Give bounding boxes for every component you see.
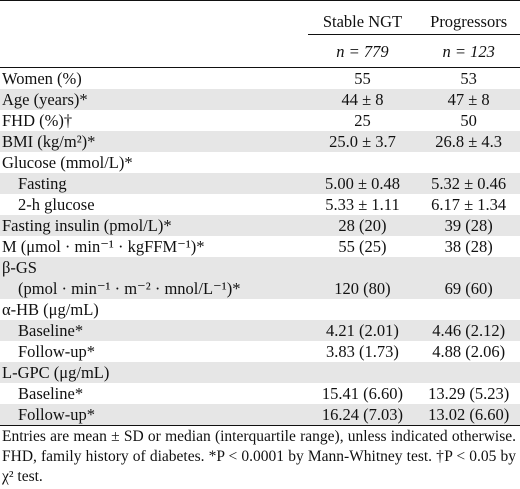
header-stable-ngt: Stable NGT xyxy=(307,0,418,35)
cell-progressors xyxy=(417,152,520,173)
cell-stable: 15.41 (6.60) xyxy=(321,384,404,403)
row-label: Women (%) xyxy=(2,69,82,88)
row-label: Baseline* xyxy=(18,384,84,403)
row-label: β-GS xyxy=(0,257,308,278)
table-row: Follow-up* 3.83 (1.73) 4.88 (2.06) xyxy=(0,341,520,362)
header-progressors: Progressors xyxy=(417,0,520,35)
cell-progressors: 5.32 ± 0.46 xyxy=(417,173,520,194)
cell-stable: 44 ± 8 xyxy=(307,89,418,110)
row-label: Baseline* xyxy=(0,320,308,341)
header-row: Stable NGT Progressors xyxy=(0,0,520,35)
table-row: Follow-up* 16.24 (7.03) 13.02 (6.60) xyxy=(0,404,520,426)
table-row: Fasting insulin (pmol/L)* 28 (20) 39 (28… xyxy=(0,215,520,236)
cell-progressors: 13.29 (5.23) xyxy=(428,384,510,403)
cell-stable xyxy=(307,362,418,383)
cell-progressors xyxy=(417,257,520,278)
row-label: BMI (kg/m²)* xyxy=(0,131,308,152)
header-n-row: n = 779 n = 123 xyxy=(0,34,520,68)
row-label: 2-h glucose xyxy=(18,195,95,214)
header-n-blank xyxy=(0,34,308,68)
cell-progressors: 47 ± 8 xyxy=(417,89,520,110)
data-table: Stable NGT Progressors n = 779 n = 123 W… xyxy=(0,0,520,426)
cell-progressors xyxy=(417,299,520,320)
cell-stable: 55 (25) xyxy=(338,237,387,256)
cell-stable xyxy=(308,152,418,173)
cell-stable: 28 (20) xyxy=(307,215,418,236)
cell-stable: 55 xyxy=(354,69,371,88)
table-row: 2-h glucose 5.33 ± 1.11 6.17 ± 1.34 xyxy=(0,194,520,215)
table-row: Baseline* 15.41 (6.60) 13.29 (5.23) xyxy=(0,383,520,404)
cell-stable: 25.0 ± 3.7 xyxy=(307,131,418,152)
table-row: Age (years)* 44 ± 8 47 ± 8 xyxy=(0,89,520,110)
table-footnote: Entries are mean ± SD or median (interqu… xyxy=(2,428,516,485)
table-row: α-HB (μg/mL) xyxy=(0,299,520,320)
cell-progressors: 26.8 ± 4.3 xyxy=(417,131,520,152)
cell-progressors: 69 (60) xyxy=(417,278,520,299)
cell-progressors: 4.88 (2.06) xyxy=(432,342,506,361)
header-n-progressors: n = 123 xyxy=(417,34,520,68)
cell-progressors: 39 (28) xyxy=(417,215,520,236)
cell-progressors: 38 (28) xyxy=(444,237,493,256)
table-row: Baseline* 4.21 (2.01) 4.46 (2.12) xyxy=(0,320,520,341)
cell-progressors xyxy=(417,362,520,383)
cell-progressors: 53 xyxy=(460,69,477,88)
cell-stable xyxy=(308,299,418,320)
table-row: Glucose (mmol/L)* xyxy=(0,152,520,173)
header-blank xyxy=(0,0,308,35)
cell-progressors: 50 xyxy=(460,111,477,130)
table-row: M (μmol · min⁻¹ · kgFFM⁻¹)* 55 (25) 38 (… xyxy=(0,236,520,257)
row-label: M (μmol · min⁻¹ · kgFFM⁻¹)* xyxy=(2,237,205,256)
row-label: Follow-up* xyxy=(18,342,96,361)
table-row: Fasting 5.00 ± 0.48 5.32 ± 0.46 xyxy=(0,173,520,194)
table-row: L-GPC (μg/mL) xyxy=(0,362,520,383)
cell-stable: 5.00 ± 0.48 xyxy=(307,173,418,194)
table-row: (pmol · min⁻¹ · m⁻² · mnol/L⁻¹)* 120 (80… xyxy=(0,278,520,299)
header-n-stable: n = 779 xyxy=(307,34,418,68)
cell-progressors: 6.17 ± 1.34 xyxy=(431,195,507,214)
cell-stable: 4.21 (2.01) xyxy=(307,320,418,341)
row-label: FHD (%)† xyxy=(2,111,73,130)
row-label: (pmol · min⁻¹ · m⁻² · mnol/L⁻¹)* xyxy=(0,278,308,299)
table-row: Women (%) 55 53 xyxy=(0,68,520,90)
top-rule xyxy=(0,0,520,1)
cell-stable: 120 (80) xyxy=(307,278,418,299)
cell-progressors: 4.46 (2.12) xyxy=(417,320,520,341)
table-row: β-GS xyxy=(0,257,520,278)
row-label: α-HB (μg/mL) xyxy=(2,300,99,319)
table-row: FHD (%)† 25 50 xyxy=(0,110,520,131)
cell-progressors: 13.02 (6.60) xyxy=(417,404,520,426)
cell-stable: 25 xyxy=(354,111,371,130)
row-label: Age (years)* xyxy=(0,89,308,110)
row-label: Fasting xyxy=(0,173,308,194)
row-label: Follow-up* xyxy=(0,404,308,426)
table-row: BMI (kg/m²)* 25.0 ± 3.7 26.8 ± 4.3 xyxy=(0,131,520,152)
row-label: Fasting insulin (pmol/L)* xyxy=(0,215,308,236)
row-label: Glucose (mmol/L)* xyxy=(2,153,133,172)
cell-stable: 3.83 (1.73) xyxy=(326,342,399,361)
row-label: L-GPC (μg/mL) xyxy=(0,362,308,383)
cell-stable xyxy=(307,257,418,278)
cell-stable: 16.24 (7.03) xyxy=(307,404,418,426)
cell-stable: 5.33 ± 1.11 xyxy=(325,195,400,214)
